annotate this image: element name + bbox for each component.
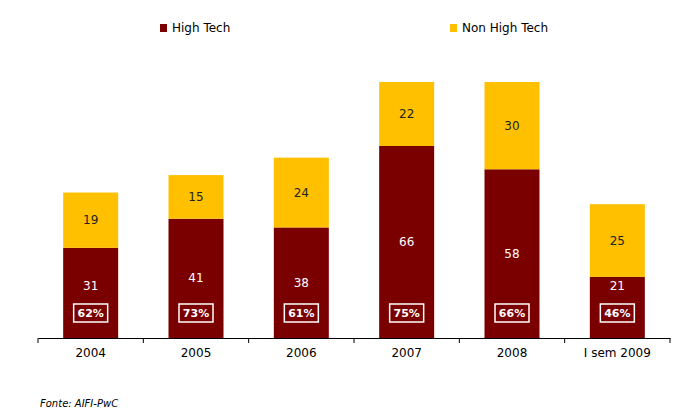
data-label: 58 [504, 247, 519, 261]
separator [248, 338, 249, 343]
tick: 2005 [181, 338, 212, 360]
data-label: 31 [83, 279, 98, 293]
data-label: 66 [399, 235, 414, 249]
tick: 2006 [286, 338, 317, 360]
tick-label: 2008 [497, 346, 528, 360]
tick-label: 2006 [286, 346, 317, 360]
data-label: 22 [399, 107, 414, 121]
share-boxes: 62% 73% 61% 75% 66% 46% [74, 304, 635, 322]
separator [459, 338, 460, 343]
bar-segment [169, 219, 224, 338]
bar-segment [485, 82, 540, 169]
source: Fonte: AIFI-PwC [40, 398, 118, 409]
share-box [600, 304, 634, 322]
share-label: 46% [604, 307, 630, 320]
tick-label: 2005 [181, 346, 212, 360]
legend-item: High Tech [160, 21, 230, 35]
tick-label: I sem 2009 [584, 346, 651, 360]
legend-swatch [160, 24, 167, 32]
separator [670, 338, 671, 343]
bar-segment [63, 193, 118, 248]
tick: 2004 [75, 338, 106, 360]
tick-label: 2007 [391, 346, 422, 360]
data-label: 41 [188, 271, 203, 285]
legend-item: Non High Tech [450, 21, 548, 35]
data-label: 24 [294, 186, 309, 200]
tick-label: 2004 [75, 346, 106, 360]
share-label: 61% [288, 307, 314, 320]
data-label: 30 [504, 119, 519, 133]
share-label: 75% [393, 307, 419, 320]
share-box [284, 304, 318, 322]
bar-segment [379, 82, 434, 146]
data-label: 38 [294, 276, 309, 290]
bar-segment [274, 227, 329, 338]
share-label: 66% [499, 307, 525, 320]
share-label: 73% [183, 307, 209, 320]
data-label: 21 [610, 279, 625, 293]
data-label: 19 [83, 213, 98, 227]
bar-segment [274, 158, 329, 228]
tick: 2007 [391, 338, 422, 360]
legend-label: High Tech [172, 21, 230, 35]
share-label: 62% [77, 307, 103, 320]
legend-swatch [450, 24, 457, 32]
share-box [390, 304, 424, 322]
bar-segment [590, 277, 645, 338]
separator [354, 338, 355, 343]
bar-segment [379, 146, 434, 338]
data-label: 25 [610, 234, 625, 248]
bar-segment [485, 169, 540, 338]
bar-segment [63, 248, 118, 338]
separator [564, 338, 565, 343]
data-label: 15 [188, 190, 203, 204]
chart: High Tech Non High Tech 62% 73% 61% 75% 66% 46%… [0, 0, 692, 417]
share-box [179, 304, 213, 322]
bar-segment [169, 175, 224, 219]
separators [38, 338, 670, 343]
bar-segment [590, 204, 645, 277]
separator [143, 338, 144, 343]
tick: I sem 2009 [584, 338, 651, 360]
share-box [74, 304, 108, 322]
legend-label: Non High Tech [462, 21, 548, 35]
bars [63, 82, 645, 338]
x-axis: 2004 2005 2006 2007 2008 I sem 2009 [39, 338, 671, 360]
share-box [495, 304, 529, 322]
tick: 2008 [497, 338, 528, 360]
data-labels: 31 41 38 66 58 21 19 15 24 22 30 25 [83, 107, 625, 293]
separator [38, 338, 39, 343]
